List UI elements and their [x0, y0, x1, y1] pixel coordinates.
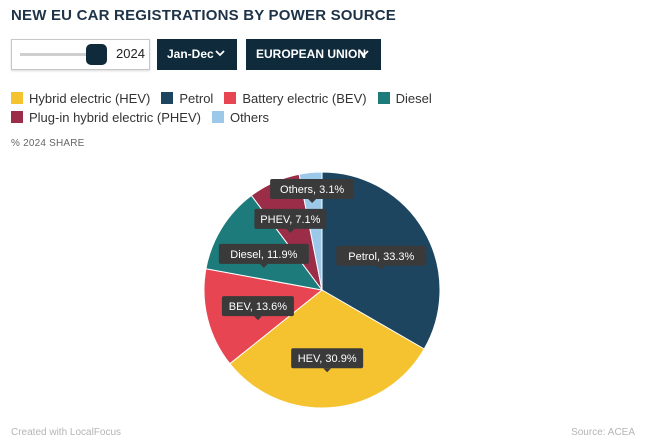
legend-swatch: [161, 92, 174, 104]
slider-year-label: 2024: [116, 46, 145, 61]
slider-track: [20, 53, 100, 56]
period-dropdown[interactable]: Jan-Dec: [157, 39, 237, 70]
legend-item[interactable]: Petrol: [161, 89, 213, 108]
legend-label: Hybrid electric (HEV): [29, 91, 151, 106]
slice-label-bg: [218, 243, 309, 264]
period-dropdown-label: Jan-Dec: [167, 47, 214, 61]
slice-label-text: HEV, 30.9%: [298, 353, 357, 365]
chart-title: NEW EU CAR REGISTRATIONS BY POWER SOURCE: [11, 7, 396, 24]
legend-swatch: [211, 111, 224, 123]
pie-slice[interactable]: [298, 171, 323, 291]
legend-item[interactable]: Battery electric (BEV): [224, 89, 367, 108]
slice-label-pointer: [308, 199, 317, 204]
year-slider[interactable]: 2024: [11, 39, 150, 70]
slice-label-text: Others, 3.1%: [280, 184, 344, 196]
slice-label-text: Diesel, 11.9%: [230, 249, 297, 261]
slider-thumb[interactable]: [85, 44, 107, 65]
legend-label: Plug-in hybrid electric (PHEV): [29, 110, 201, 125]
legend-label: Others: [229, 110, 269, 125]
slice-label-bg: [291, 348, 364, 369]
slice-label-bg: [254, 208, 327, 229]
slice-label-text: Petrol, 33.3%: [348, 251, 414, 263]
share-label: % 2024 SHARE: [11, 138, 85, 149]
legend-item[interactable]: Diesel: [377, 89, 432, 108]
slice-label-bg: [221, 296, 294, 317]
pie-slice[interactable]: [203, 268, 324, 365]
slice-label-pointer: [377, 265, 386, 270]
slice-label-pointer: [253, 316, 262, 321]
region-dropdown-label: EUROPEAN UNION: [256, 47, 367, 61]
slice-label: Others, 3.1%: [270, 179, 355, 204]
slice-label-text: BEV, 13.6%: [229, 301, 288, 313]
slice-label-bg: [270, 179, 355, 200]
slice-label: BEV, 13.6%: [221, 296, 294, 321]
slice-label-bg: [336, 245, 427, 266]
legend-swatch: [11, 92, 23, 104]
slice-label: HEV, 30.9%: [291, 348, 364, 373]
chevron-down-icon: [359, 50, 369, 57]
pie-slice[interactable]: [205, 194, 324, 291]
slice-label: Petrol, 33.3%: [336, 245, 427, 270]
slice-label: PHEV, 7.1%: [254, 208, 327, 233]
chart-legend: Hybrid electric (HEV) Petrol Battery elect…: [11, 89, 641, 127]
legend-label: Petrol: [179, 91, 214, 106]
slice-label-pointer: [259, 263, 268, 268]
slice-label-pointer: [323, 368, 332, 373]
legend-swatch: [224, 92, 237, 104]
slice-label-text: PHEV, 7.1%: [260, 214, 320, 226]
footer-source: Source: ACEA: [571, 427, 635, 438]
legend-item[interactable]: Others: [211, 108, 269, 127]
legend-label: Diesel: [395, 91, 432, 106]
region-dropdown[interactable]: EUROPEAN UNION: [246, 39, 381, 70]
legend-swatch: [11, 111, 23, 123]
legend-swatch: [377, 92, 390, 104]
slice-label: Diesel, 11.9%: [218, 243, 309, 268]
legend-item[interactable]: Hybrid electric (HEV): [11, 89, 150, 108]
footer-credit[interactable]: Created with LocalFocus: [11, 427, 122, 438]
legend-item[interactable]: Plug-in hybrid electric (PHEV): [11, 108, 201, 127]
legend-label: Battery electric (BEV): [242, 91, 367, 106]
slice-label-pointer: [286, 228, 295, 233]
chevron-down-icon: [215, 50, 225, 57]
